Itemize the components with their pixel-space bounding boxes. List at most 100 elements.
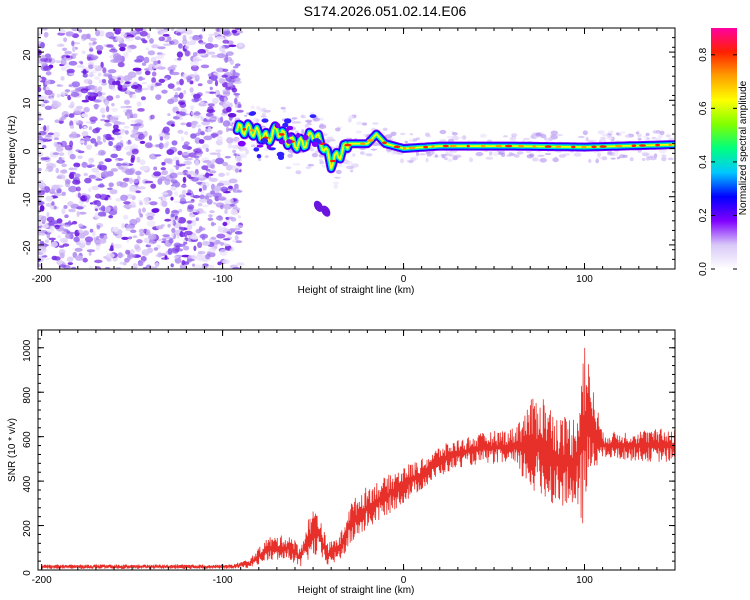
noise-speck	[205, 148, 209, 152]
noise-speck	[165, 141, 170, 147]
noise-speck	[46, 124, 50, 132]
noise-speck	[61, 111, 69, 118]
noise-speck	[216, 94, 224, 98]
noise-speck	[135, 190, 142, 194]
noise-speck	[153, 166, 158, 171]
noise-speck	[81, 131, 89, 137]
noise-speck	[176, 217, 180, 222]
signal-halo	[250, 144, 256, 147]
noise-speck	[157, 60, 161, 64]
noise-speck	[106, 252, 115, 259]
secondary-feature	[313, 200, 324, 212]
signal-hotspot	[278, 133, 285, 136]
noise-speck	[173, 255, 180, 259]
signal-blob	[282, 122, 289, 128]
signal-halo	[595, 157, 603, 160]
noise-speck	[44, 32, 48, 38]
signal-hotspot	[599, 145, 607, 148]
noise-speck	[226, 137, 234, 144]
signal-halo	[390, 132, 395, 135]
noise-speck	[87, 94, 97, 101]
noise-speck	[93, 103, 99, 110]
noise-speck	[71, 40, 75, 47]
signal-halo	[485, 156, 494, 160]
noise-speck	[68, 167, 75, 171]
signal-halo	[287, 153, 294, 158]
noise-speck	[171, 140, 178, 146]
noise-speck	[123, 201, 131, 205]
signal-hotspot	[366, 139, 375, 142]
noise-speck	[215, 149, 222, 152]
signal-halo	[291, 117, 298, 120]
noise-speck	[224, 209, 228, 215]
signal-halo	[585, 137, 589, 142]
signal-hotspot	[495, 144, 502, 148]
y-tick-label: 800	[22, 386, 33, 403]
noise-speck	[43, 125, 47, 132]
noise-speck	[138, 133, 145, 140]
signal-blob	[288, 133, 293, 137]
noise-speck	[232, 149, 237, 153]
y-tick-label: 400	[22, 475, 33, 492]
noise-speck	[136, 239, 143, 244]
signal-halo	[597, 152, 602, 158]
signal-blob	[248, 112, 256, 116]
noise-speck	[193, 148, 202, 153]
noise-speck	[73, 236, 80, 243]
noise-speck	[157, 178, 163, 185]
noise-speck	[104, 266, 111, 269]
noise-speck	[107, 69, 117, 74]
signal-halo	[629, 157, 634, 162]
signal-halo	[645, 132, 650, 137]
signal-blob	[276, 151, 285, 158]
noise-speck	[153, 247, 159, 251]
noise-speck	[58, 264, 66, 268]
noise-speck	[89, 93, 95, 97]
noise-speck	[195, 124, 202, 128]
noise-speck	[141, 77, 146, 81]
signal-halo	[360, 151, 365, 155]
noise-speck	[83, 172, 88, 177]
noise-speck	[223, 56, 233, 62]
noise-speck	[140, 96, 146, 101]
noise-speck	[130, 119, 136, 123]
noise-speck	[161, 192, 169, 195]
noise-speck	[104, 100, 109, 106]
noise-speck	[117, 252, 123, 259]
noise-speck	[45, 71, 52, 76]
noise-speck	[186, 223, 193, 231]
noise-speck	[215, 36, 225, 40]
signal-halo	[396, 152, 404, 155]
noise-speck	[223, 100, 230, 107]
noise-speck	[164, 255, 168, 260]
noise-speck	[80, 239, 86, 245]
noise-speck	[119, 261, 126, 265]
signal-halo	[506, 154, 512, 157]
noise-speck	[235, 63, 241, 67]
noise-speck	[98, 95, 106, 102]
noise-speck	[82, 257, 88, 263]
noise-speck	[206, 51, 216, 55]
noise-speck	[66, 68, 75, 74]
signal-blob	[256, 144, 264, 148]
noise-speck	[94, 193, 102, 199]
signal-halo	[641, 158, 646, 161]
signal-halo	[601, 156, 608, 161]
y-tick-label: 1000	[22, 339, 33, 362]
noise-speck	[179, 78, 184, 86]
noise-speck	[38, 199, 43, 206]
noise-speck	[235, 155, 243, 162]
x-tick-label: 0	[401, 575, 407, 586]
noise-speck	[143, 197, 150, 204]
noise-speck	[117, 77, 121, 81]
noise-speck	[83, 106, 90, 113]
signal-halo	[261, 107, 267, 113]
noise-speck	[119, 46, 126, 52]
noise-speck	[234, 231, 243, 235]
noise-speck	[123, 214, 129, 220]
noise-speck	[157, 66, 166, 70]
noise-speck	[56, 84, 62, 87]
signal-halo	[400, 158, 404, 164]
noise-speck	[166, 149, 175, 155]
signal-halo	[659, 148, 667, 154]
